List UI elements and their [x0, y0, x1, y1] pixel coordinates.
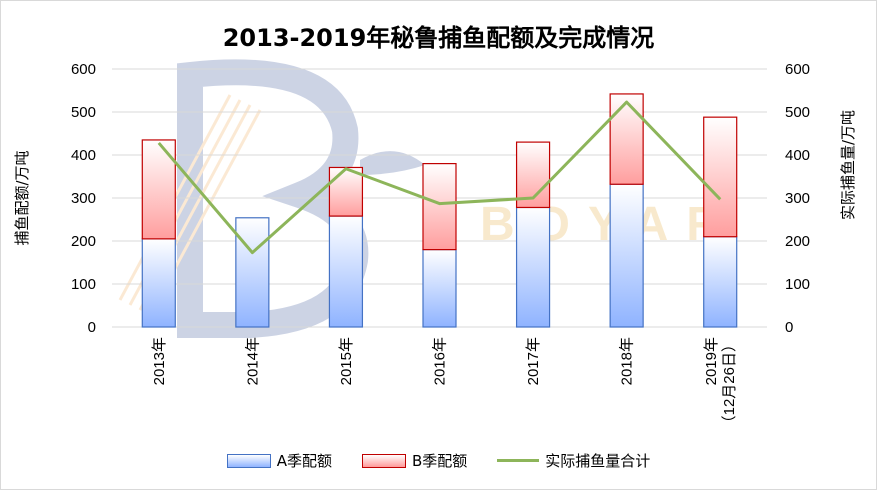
- y2-tick-label: 0: [785, 319, 793, 336]
- x-tick-label-line: 2014年: [244, 337, 261, 385]
- y-tick-label: 600: [71, 61, 96, 78]
- bar-b: [609, 93, 644, 185]
- y2-tick-label: 100: [785, 276, 810, 293]
- x-tick-label-line: 2018年: [619, 337, 636, 385]
- bar-a: [141, 238, 176, 328]
- legend-label-line: 实际捕鱼量合计: [545, 452, 651, 470]
- x-tick-label: 2013年: [151, 337, 168, 385]
- x-labels-group: 2013年 2014年 2015年 2016年 2017年 2018年 2019年 （12月2…: [151, 337, 738, 430]
- y2-tick-label: 300: [785, 190, 810, 207]
- x-tick-label-line: 2013年: [151, 337, 168, 385]
- y-tick-label: 500: [71, 104, 96, 121]
- bar-a: [609, 183, 644, 328]
- legend-swatch-a: [226, 453, 271, 468]
- y2-tick-label: 500: [785, 104, 810, 121]
- x-tick-label: 2014年: [244, 337, 261, 385]
- ticks-group: 0 0 100 100 200 200 300 300 400 400 500 500 600 600: [71, 61, 810, 336]
- bar-a: [328, 215, 364, 328]
- legend-swatch-b: [361, 453, 406, 468]
- legend-label-b: B季配额: [411, 452, 468, 470]
- x-tick-label-line: 2015年: [338, 337, 355, 385]
- bar-b: [328, 166, 364, 217]
- x-tick-label: 2016年: [432, 337, 449, 385]
- legend: A季配额 B季配额 实际捕鱼量合计: [0, 450, 877, 471]
- legend-item-a: A季配额: [226, 450, 332, 471]
- y2-tick-label: 200: [785, 233, 810, 250]
- bars-group: [141, 93, 738, 328]
- legend-item-line: 实际捕鱼量合计: [497, 450, 650, 471]
- x-tick-label-line: 2019年: [703, 337, 720, 385]
- legend-label-a: A季配额: [276, 452, 332, 470]
- y-tick-label: 0: [88, 319, 96, 336]
- y-tick-label: 200: [71, 233, 96, 250]
- y-axis-label: 捕鱼配额/万吨: [13, 150, 31, 245]
- line-series-group: [157, 100, 722, 255]
- legend-item-b: B季配额: [361, 450, 468, 471]
- y2-tick-label: 400: [785, 147, 810, 164]
- x-tick-label: 2018年: [619, 337, 636, 385]
- bar-a: [422, 249, 457, 328]
- y2-tick-label: 600: [785, 61, 810, 78]
- bar-a: [515, 206, 551, 328]
- x-tick-label-line: 2016年: [432, 337, 449, 385]
- bar-a: [703, 236, 738, 328]
- x-tick-label: 2015年: [338, 337, 355, 385]
- y-tick-label: 400: [71, 147, 96, 164]
- y-tick-label: 100: [71, 276, 96, 293]
- x-tick-label: 2017年: [525, 337, 542, 385]
- bar-b: [703, 116, 738, 238]
- chart-title: 2013-2019年秘鲁捕鱼配额及完成情况: [222, 24, 655, 52]
- bar-a: [235, 217, 270, 328]
- x-tick-label-line: 2017年: [525, 337, 542, 385]
- y-tick-label: 300: [71, 190, 96, 207]
- legend-swatch-line: [497, 459, 540, 462]
- bar-b: [422, 163, 457, 251]
- x-tick-label-line: （12月26日）: [721, 337, 738, 430]
- x-tick-label: 2019年 （12月26日）: [703, 337, 738, 430]
- y2-axis-label: 实际捕鱼量/万吨: [839, 110, 857, 220]
